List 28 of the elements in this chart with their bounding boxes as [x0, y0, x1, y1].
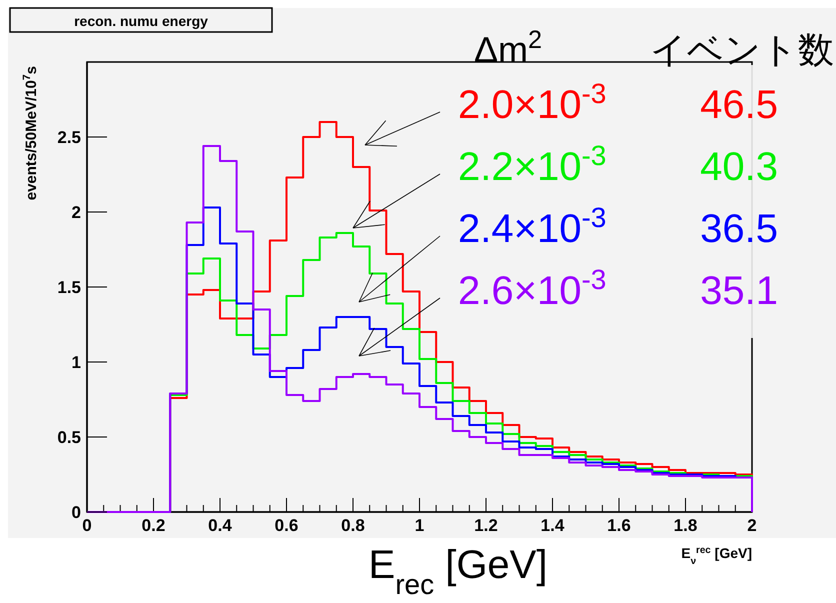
annotation: 40.3	[700, 145, 778, 189]
chart-title: recon. numu energy	[74, 13, 208, 29]
y-tick-label: 2.5	[57, 128, 81, 147]
x-tick-label: 1.8	[674, 516, 698, 535]
text: E$_{rec}$ [GeV]	[368, 543, 548, 600]
x-tick-label: 1.6	[607, 516, 631, 535]
y-tick-label: 1.5	[57, 278, 81, 297]
y-tick-label: 0	[72, 503, 81, 522]
y-tick-label: 0.5	[57, 428, 81, 447]
x-tick-label: 0.6	[274, 516, 298, 535]
annotation: 35.1	[700, 269, 778, 313]
text: 2.4×10$^{-3}$	[458, 202, 606, 251]
x-tick-label: 0.8	[341, 516, 365, 535]
annotation: 36.5	[700, 207, 778, 251]
x-tick-label: 1.2	[474, 516, 498, 535]
annotation: 46.5	[700, 83, 778, 127]
text: 2.6×10$^{-3}$	[458, 264, 606, 313]
x-tick-label: 1.4	[540, 516, 565, 535]
x-tick-label: 2	[747, 516, 757, 535]
y-tick-label: 2	[72, 203, 81, 222]
text: 2.2×10$^{-3}$	[458, 140, 606, 189]
x-tick-label: 0.2	[142, 516, 166, 535]
text: 2.0×10$^{-3}$	[458, 78, 606, 127]
x-tick-label: 1	[414, 516, 424, 535]
legend-title: Δm$^{2}$	[474, 26, 542, 70]
y-tick-label: 1	[72, 353, 81, 372]
x-tick-label: 0.4	[208, 516, 232, 535]
x-axis-title: E$_{ν}$$^{rec}$ [GeV]	[681, 544, 752, 566]
